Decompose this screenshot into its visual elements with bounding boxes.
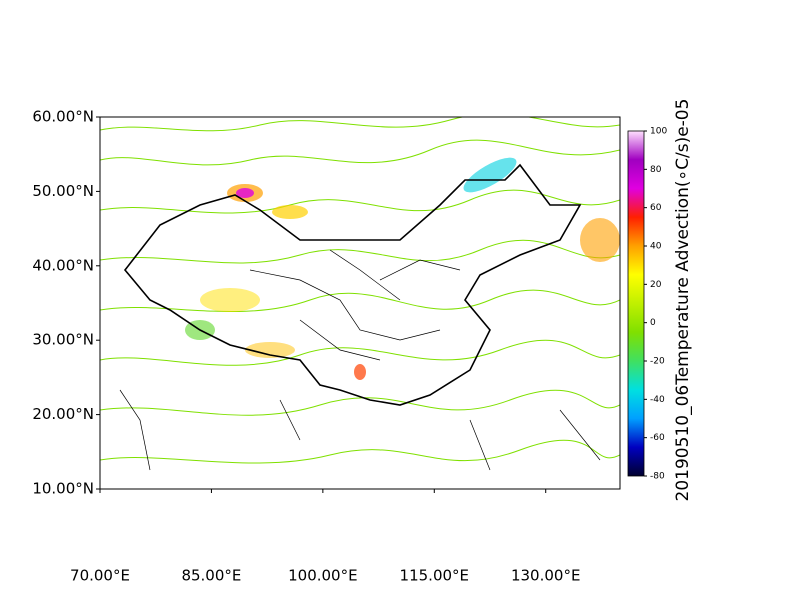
colorbar [627, 130, 645, 477]
colorbar-tick-label: 60 [650, 203, 662, 213]
x-tick-label: 115.00°E [400, 567, 469, 585]
map-field [100, 117, 620, 471]
map-frame [99, 116, 621, 490]
colorbar-tick-label: -40 [650, 395, 665, 405]
colorbar-tick-label: 40 [650, 242, 662, 252]
y-tick-label: 30.00°N [32, 331, 94, 349]
colorbar-tick-label: -20 [650, 357, 665, 367]
x-tick-label: 85.00°E [181, 567, 241, 585]
colorbar-tick-label: 0 [650, 318, 656, 328]
y-tick-label: 50.00°N [32, 182, 94, 200]
y-tick-label: 60.00°N [32, 108, 94, 126]
colorbar-tick-label: 80 [650, 165, 662, 175]
y-tick-label: 10.00°N [32, 480, 94, 498]
x-tick-label: 100.00°E [288, 567, 357, 585]
colorbar-tick-label: 20 [650, 280, 662, 290]
x-tick-label: 130.00°E [511, 567, 580, 585]
colorbar-tick-label: -80 [650, 472, 665, 482]
colorbar-tick-label: 100 [650, 127, 667, 137]
colorbar-tick-label: -60 [650, 433, 665, 443]
y-tick-label: 20.00°N [32, 405, 94, 423]
y-tick-label: 40.00°N [32, 256, 94, 274]
colorbar-label: 20190510_06Temperature Advection(∘C/s)e-… [673, 99, 693, 502]
x-tick-label: 70.00°E [70, 567, 130, 585]
